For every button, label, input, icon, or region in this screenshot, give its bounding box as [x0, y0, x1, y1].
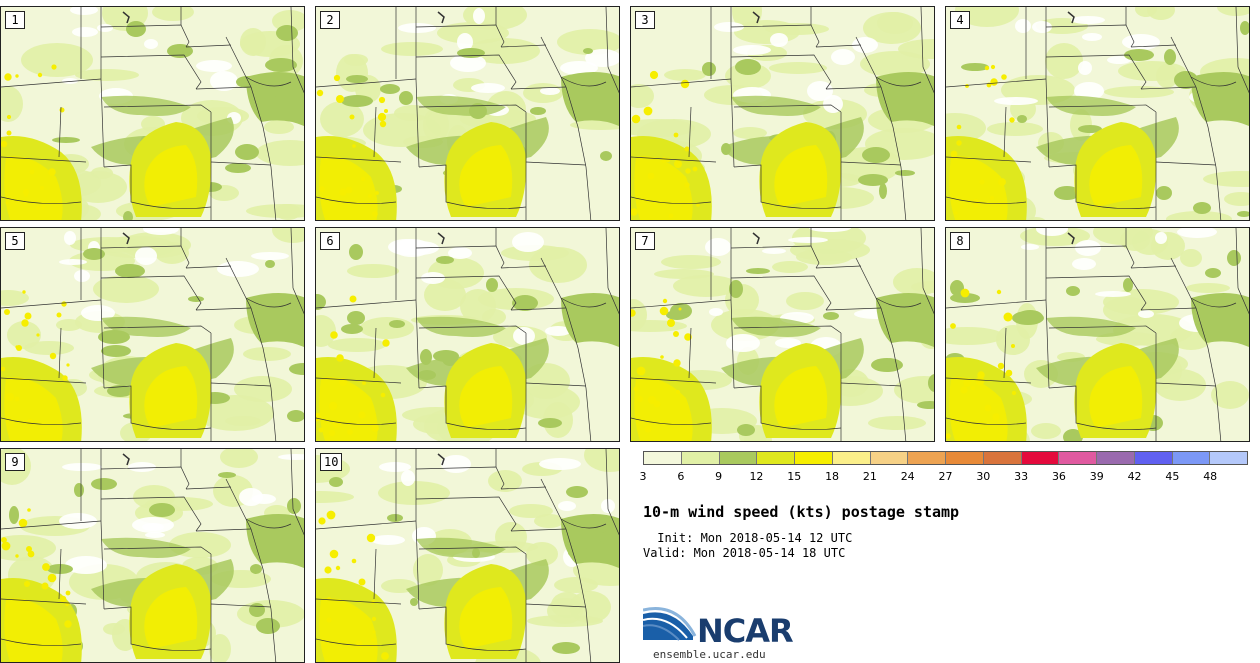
init-time: Init: Mon 2018-05-14 12 UTC — [650, 531, 853, 545]
colorbar-tick-label: 36 — [1051, 470, 1066, 483]
colorbar-swatch — [870, 452, 909, 464]
colorbar-tick-label: 6 — [677, 470, 685, 483]
colorbar-swatch — [1134, 452, 1173, 464]
wind-speed-map — [1, 228, 304, 441]
member-label: 1 — [5, 11, 25, 29]
colorbar-swatch — [1097, 452, 1135, 464]
colorbar-swatch — [1021, 452, 1060, 464]
colorbar-tick-label: 3 — [639, 470, 647, 483]
colorbar-tick-label: 48 — [1203, 470, 1218, 483]
figure-title: 10-m wind speed (kts) postage stamp — [643, 503, 960, 521]
logo-wordmark: NCAR — [697, 612, 794, 650]
ncar-logo-icon — [643, 607, 697, 641]
colorbar-swatch — [644, 452, 682, 464]
member-label: 5 — [5, 232, 25, 250]
member-label: 6 — [320, 232, 340, 250]
colorbar-swatch — [757, 452, 795, 464]
wind-speed-map — [1, 449, 304, 662]
colorbar-swatch — [983, 452, 1022, 464]
wind-speed-map — [316, 449, 619, 662]
member-map-panel: 5 — [0, 227, 305, 442]
logo-url: ensemble.ucar.edu — [653, 648, 766, 661]
member-map-panel: 7 — [630, 227, 935, 442]
member-label: 8 — [950, 232, 970, 250]
colorbar-swatch — [908, 452, 946, 464]
member-label: 7 — [635, 232, 655, 250]
colorbar-swatch — [1059, 452, 1097, 464]
wind-speed-map — [316, 7, 619, 220]
member-map-panel: 10 — [315, 448, 620, 663]
member-label: 10 — [320, 453, 343, 471]
colorbar — [643, 451, 1248, 465]
colorbar-swatch — [1210, 452, 1247, 464]
colorbar-tick-label: 45 — [1165, 470, 1180, 483]
wind-speed-map — [946, 228, 1249, 441]
valid-time: Valid: Mon 2018-05-14 18 UTC — [643, 546, 846, 560]
colorbar-swatch — [1172, 452, 1211, 464]
member-map-panel: 6 — [315, 227, 620, 442]
colorbar-tick-label: 15 — [787, 470, 802, 483]
colorbar-tick-label: 27 — [938, 470, 953, 483]
colorbar-tick-label: 33 — [1014, 470, 1029, 483]
colorbar-tick-label: 9 — [715, 470, 723, 483]
member-map-panel: 1 — [0, 6, 305, 221]
member-map-panel: 9 — [0, 448, 305, 663]
wind-speed-map — [631, 228, 934, 441]
colorbar-tick-label: 30 — [976, 470, 991, 483]
member-label: 4 — [950, 11, 970, 29]
wind-speed-map — [631, 7, 934, 220]
member-label: 9 — [5, 453, 25, 471]
member-label: 2 — [320, 11, 340, 29]
wind-speed-map — [1, 7, 304, 220]
colorbar-tick-label: 18 — [825, 470, 840, 483]
colorbar-tick-label: 21 — [862, 470, 877, 483]
member-map-panel: 4 — [945, 6, 1250, 221]
colorbar-tick-label: 24 — [900, 470, 915, 483]
wind-speed-map — [316, 228, 619, 441]
colorbar-ticks: 3 6 9 12 15 18 21 24 27 30 33 36 39 42 45 48 — [639, 470, 1248, 484]
colorbar-swatch — [719, 452, 758, 464]
colorbar-swatch — [681, 452, 720, 464]
colorbar-swatch — [946, 452, 984, 464]
member-map-panel: 3 — [630, 6, 935, 221]
colorbar-tick-label: 39 — [1089, 470, 1104, 483]
colorbar-tick-label: 12 — [749, 470, 764, 483]
colorbar-swatch — [832, 452, 871, 464]
wind-speed-map — [946, 7, 1249, 220]
colorbar-tick-label: 42 — [1127, 470, 1142, 483]
member-map-panel: 2 — [315, 6, 620, 221]
colorbar-swatch — [795, 452, 833, 464]
member-label: 3 — [635, 11, 655, 29]
member-map-panel: 8 — [945, 227, 1250, 442]
